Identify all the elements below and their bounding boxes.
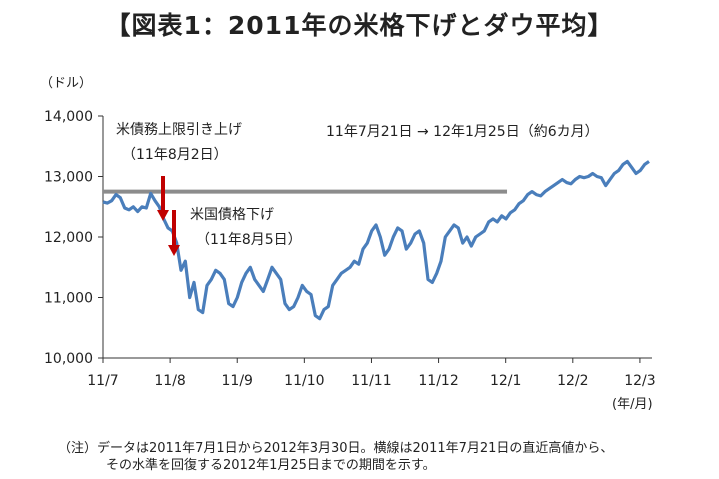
footnote-line-1: （注）データは2011年7月1日から2012年3月30日。横線は2011年7月2… [58,441,614,456]
y-tick-label: 11,000 [44,291,93,307]
x-tick-label: 12/2 [557,373,588,389]
downgrade-arrow-head [168,245,180,256]
x-tick-label: 12/1 [490,373,521,389]
y-tick-label: 13,000 [44,170,93,186]
x-tick-label: 11/11 [351,373,391,389]
x-tick-label: 11/8 [154,373,185,389]
x-tick-label: 11/7 [87,373,118,389]
annotation-downgrade-date: （11年8月5日） [196,232,302,248]
debt-ceiling-arrow-head [157,210,169,221]
footnote: （注）データは2011年7月1日から2012年3月30日。横線は2011年7月2… [58,440,613,474]
x-tick-label: 11/12 [418,373,458,389]
y-tick-label: 14,000 [44,109,93,125]
annotation-recovery-period: 11年7月21日 → 12年1月25日（約6カ月） [326,124,599,140]
footnote-line-2: その水準を回復する2012年1月25日までの期間を示す。 [106,458,436,473]
y-tick-label: 10,000 [44,351,93,367]
chart-title: 【図表1：2011年の米格下げとダウ平均】 [105,11,614,40]
x-axis-unit: (年/月) [612,397,653,412]
annotation-downgrade: 米国債格下げ [190,207,274,223]
annotation-debt-ceiling-date: （11年8月2日） [122,147,228,163]
x-tick-label: 11/10 [284,373,324,389]
x-tick-label: 12/3 [624,373,655,389]
dow-series-line [102,159,650,321]
y-tick-label: 12,000 [44,230,93,246]
annotation-debt-ceiling: 米債務上限引き上げ [116,122,242,138]
x-tick-label: 11/9 [222,373,253,389]
y-axis-unit: （ドル） [40,76,93,91]
